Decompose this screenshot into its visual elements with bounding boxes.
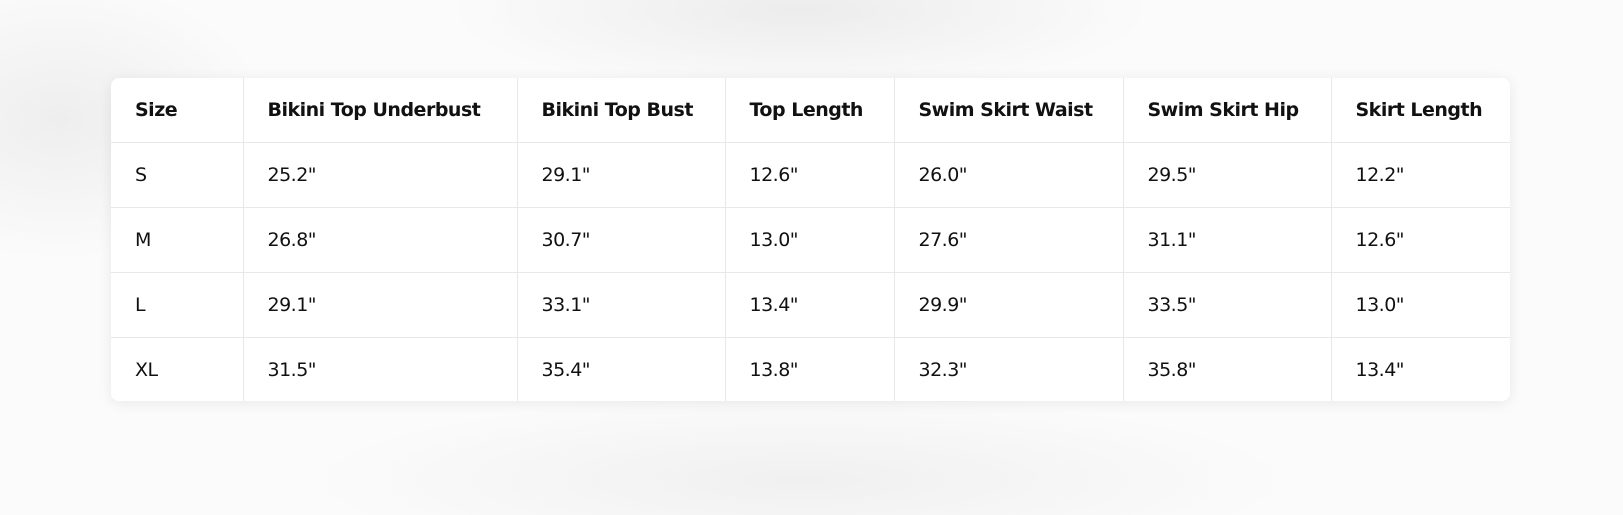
table-row: XL 31.5" 35.4" 13.8" 32.3" 35.8" 13.4" [111,337,1510,401]
column-header: Skirt Length [1331,78,1510,143]
measurement-cell: 27.6" [894,207,1124,273]
column-header: Top Length [725,78,895,143]
column-header: Size [111,78,244,143]
table-row: S 25.2" 29.1" 12.6" 26.0" 29.5" 12.2" [111,142,1510,208]
size-chart-card: Size Bikini Top Underbust Bikini Top Bust T… [111,78,1510,401]
measurement-cell: 13.0" [725,207,895,273]
measurement-cell: 32.3" [894,337,1124,401]
measurement-cell: 31.1" [1123,207,1332,273]
size-chart-table: Size Bikini Top Underbust Bikini Top Bust T… [111,78,1510,401]
measurement-cell: 29.1" [243,272,518,338]
column-header: Swim Skirt Waist [894,78,1124,143]
measurement-cell: 31.5" [243,337,518,401]
measurement-cell: 30.7" [517,207,726,273]
size-cell: L [111,272,244,338]
header-row: Size Bikini Top Underbust Bikini Top Bust T… [111,78,1510,143]
measurement-cell: 29.5" [1123,142,1332,208]
measurement-cell: 13.0" [1331,272,1510,338]
measurement-cell: 29.1" [517,142,726,208]
measurement-cell: 29.9" [894,272,1124,338]
column-header: Bikini Top Underbust [243,78,518,143]
column-header: Swim Skirt Hip [1123,78,1332,143]
measurement-cell: 13.8" [725,337,895,401]
measurement-cell: 12.6" [725,142,895,208]
column-header: Bikini Top Bust [517,78,726,143]
size-cell: XL [111,337,244,401]
table-row: M 26.8" 30.7" 13.0" 27.6" 31.1" 12.6" [111,207,1510,273]
measurement-cell: 25.2" [243,142,518,208]
measurement-cell: 13.4" [1355,359,1405,381]
measurement-cell: 35.8" [1123,337,1332,401]
size-cell: M [111,207,244,273]
measurement-cell: 13.4" [725,272,895,338]
measurement-cell: 12.6" [1331,207,1510,273]
measurement-cell: 26.0" [894,142,1124,208]
size-cell: S [111,142,244,208]
measurement-cell: 33.1" [517,272,726,338]
measurement-cell: 12.2" [1331,142,1510,208]
table-row: L 29.1" 33.1" 13.4" 29.9" 33.5" 13.0" [111,272,1510,338]
measurement-cell: 33.5" [1123,272,1332,338]
measurement-cell: 35.4" [517,337,726,401]
measurement-cell: 26.8" [243,207,518,273]
